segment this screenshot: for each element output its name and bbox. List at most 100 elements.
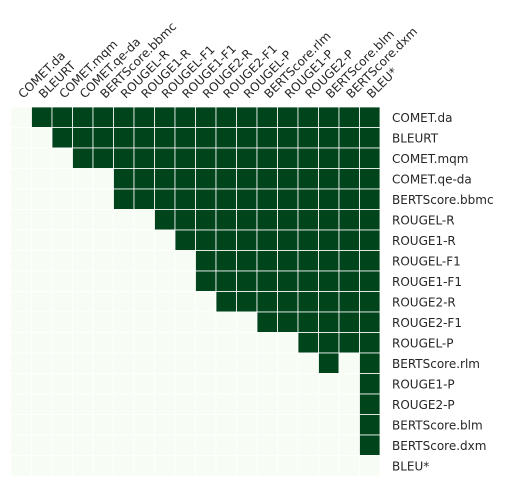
heatmap-cell-r10-c12 (256, 311, 278, 333)
heatmap-cell-r9-c5 (113, 291, 135, 313)
y-tick-label-bertscore-blm: BERTScore.blm (392, 418, 483, 432)
heatmap-cell-r9-c7 (154, 291, 176, 313)
heatmap-cell-r16-c16 (338, 434, 360, 456)
heatmap-cell-r1-c1 (31, 127, 53, 149)
heatmap-cell-r13-c7 (154, 373, 176, 395)
heatmap-cell-r3-c0 (10, 168, 32, 190)
heatmap-cell-r9-c17 (359, 291, 381, 313)
heatmap-cell-r2-c10 (215, 147, 237, 169)
heatmap-cell-r8-c1 (31, 270, 53, 292)
heatmap-cell-r7-c16 (338, 250, 360, 272)
heatmap-cell-r6-c14 (297, 229, 319, 251)
heatmap-cell-r3-c5 (113, 168, 135, 190)
y-tick-label-comet-da: COMET.da (392, 111, 452, 125)
heatmap-cell-r6-c11 (236, 229, 258, 251)
heatmap-cell-r14-c10 (215, 393, 237, 415)
y-tick-label-bertscore-dxm: BERTScore.dxm (392, 439, 486, 453)
heatmap-cell-r17-c5 (113, 455, 135, 477)
heatmap-cell-r10-c7 (154, 311, 176, 333)
heatmap-cell-r15-c13 (277, 414, 299, 436)
heatmap-cell-r16-c4 (92, 434, 114, 456)
heatmap-cell-r0-c2 (51, 106, 73, 128)
heatmap-cell-r14-c16 (338, 393, 360, 415)
heatmap-cell-r4-c6 (133, 188, 155, 210)
heatmap-cell-r14-c5 (113, 393, 135, 415)
heatmap-cell-r4-c12 (256, 188, 278, 210)
heatmap-cell-r9-c2 (51, 291, 73, 313)
heatmap-cell-r5-c16 (338, 209, 360, 231)
y-tick-label-bertscore-bbmc: BERTScore.bbmc (392, 193, 494, 207)
heatmap-cell-r6-c17 (359, 229, 381, 251)
heatmap-cell-r17-c14 (297, 455, 319, 477)
heatmap-cell-r2-c15 (318, 147, 340, 169)
heatmap-cell-r12-c3 (72, 352, 94, 374)
heatmap-cell-r4-c1 (31, 188, 53, 210)
heatmap-cell-r17-c13 (277, 455, 299, 477)
heatmap-cell-r4-c5 (113, 188, 135, 210)
heatmap-cell-r12-c13 (277, 352, 299, 374)
heatmap-cell-r3-c9 (195, 168, 217, 190)
heatmap-cell-r15-c17 (359, 414, 381, 436)
heatmap-cell-r7-c15 (318, 250, 340, 272)
heatmap-cell-r3-c13 (277, 168, 299, 190)
heatmap-cell-r3-c2 (51, 168, 73, 190)
heatmap-cell-r12-c5 (113, 352, 135, 374)
heatmap-cell-r1-c16 (338, 127, 360, 149)
heatmap-cell-r6-c9 (195, 229, 217, 251)
heatmap-cell-r17-c9 (195, 455, 217, 477)
heatmap-cell-r6-c10 (215, 229, 237, 251)
heatmap-cell-r13-c14 (297, 373, 319, 395)
heatmap-cell-r1-c2 (51, 127, 73, 149)
heatmap-cell-r13-c0 (10, 373, 32, 395)
heatmap-cell-r3-c4 (92, 168, 114, 190)
heatmap-cell-r14-c15 (318, 393, 340, 415)
heatmap-cell-r14-c9 (195, 393, 217, 415)
heatmap-cell-r0-c8 (174, 106, 196, 128)
heatmap-cell-r10-c15 (318, 311, 340, 333)
heatmap-cell-r13-c8 (174, 373, 196, 395)
heatmap-cell-r14-c0 (10, 393, 32, 415)
heatmap-cell-r16-c7 (154, 434, 176, 456)
heatmap-cell-r16-c17 (359, 434, 381, 456)
heatmap-cell-r2-c6 (133, 147, 155, 169)
heatmap-cell-r8-c6 (133, 270, 155, 292)
heatmap-cell-r17-c16 (338, 455, 360, 477)
heatmap-cell-r0-c5 (113, 106, 135, 128)
heatmap-cell-r10-c5 (113, 311, 135, 333)
heatmap-cell-r12-c17 (359, 352, 381, 374)
heatmap-cell-r0-c0 (10, 106, 32, 128)
heatmap-cell-r6-c12 (256, 229, 278, 251)
heatmap-cell-r0-c1 (31, 106, 53, 128)
heatmap-cell-r16-c12 (256, 434, 278, 456)
heatmap-cell-r5-c6 (133, 209, 155, 231)
heatmap-cell-r2-c1 (31, 147, 53, 169)
heatmap-cell-r11-c1 (31, 332, 53, 354)
y-tick-label-rouge2-f1: ROUGE2-F1 (392, 316, 462, 330)
heatmap-cell-r16-c11 (236, 434, 258, 456)
heatmap-cell-r4-c16 (338, 188, 360, 210)
heatmap-cell-r0-c12 (256, 106, 278, 128)
y-tick-label-rouge1-r: ROUGE1-R (392, 234, 456, 248)
heatmap-cell-r13-c13 (277, 373, 299, 395)
heatmap-cell-r3-c10 (215, 168, 237, 190)
heatmap-cell-r6-c7 (154, 229, 176, 251)
heatmap-cell-r1-c7 (154, 127, 176, 149)
y-tick-label-rougel-p: ROUGEL-P (392, 336, 454, 350)
heatmap-cell-r13-c2 (51, 373, 73, 395)
heatmap-cell-r13-c17 (359, 373, 381, 395)
y-tick-label-comet-qe-da: COMET.qe-da (392, 172, 472, 186)
y-tick-label-bleurt: BLEURT (392, 131, 439, 145)
heatmap-cell-r7-c14 (297, 250, 319, 272)
heatmap-cell-r10-c8 (174, 311, 196, 333)
heatmap-cell-r7-c11 (236, 250, 258, 272)
heatmap-cell-r7-c2 (51, 250, 73, 272)
heatmap-cell-r0-c16 (338, 106, 360, 128)
heatmap-cell-r0-c7 (154, 106, 176, 128)
heatmap-cell-r5-c7 (154, 209, 176, 231)
heatmap-cell-r6-c8 (174, 229, 196, 251)
heatmap-cell-r14-c14 (297, 393, 319, 415)
heatmap-cell-r14-c11 (236, 393, 258, 415)
heatmap-cell-r4-c0 (10, 188, 32, 210)
y-tick-label-rouge2-r: ROUGE2-R (392, 295, 456, 309)
heatmap-cell-r4-c17 (359, 188, 381, 210)
